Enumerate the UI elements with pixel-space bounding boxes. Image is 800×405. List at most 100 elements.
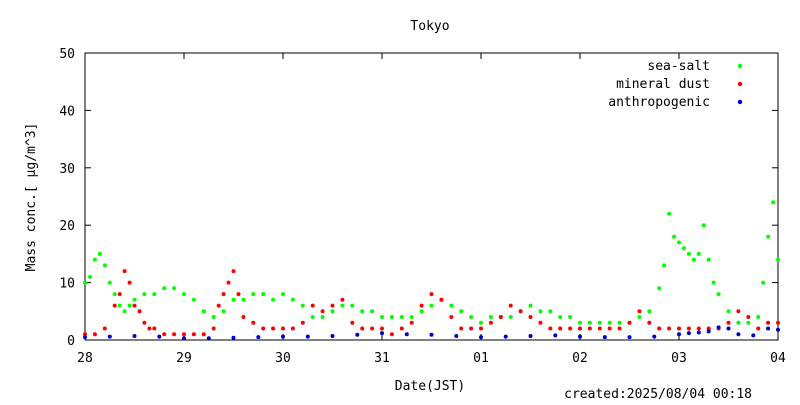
data-point — [637, 309, 642, 314]
data-point — [479, 320, 483, 325]
data-point — [83, 280, 87, 285]
legend-label: sea-salt — [647, 59, 710, 74]
data-point — [503, 334, 508, 339]
data-point — [340, 303, 345, 308]
data-point — [350, 303, 355, 308]
data-point — [182, 292, 186, 297]
data-point — [399, 315, 404, 319]
data-point — [281, 292, 285, 297]
x-tick-label: 31 — [374, 351, 390, 366]
data-point — [112, 303, 117, 308]
data-point — [469, 326, 474, 331]
legend: sea-salt mineral dust anthropogenic — [608, 59, 743, 110]
data-point — [449, 303, 454, 308]
data-point — [746, 315, 751, 319]
data-point — [300, 320, 305, 325]
data-point — [88, 274, 92, 279]
data-point — [137, 309, 142, 314]
data-point — [488, 320, 493, 325]
data-point — [568, 315, 573, 319]
data-point — [231, 269, 236, 274]
x-tick-label: 29 — [176, 351, 192, 366]
data-point — [122, 269, 127, 274]
data-point — [776, 327, 780, 332]
data-point — [736, 332, 741, 337]
data-point — [201, 309, 206, 314]
data-point — [553, 333, 558, 338]
data-point — [236, 292, 241, 297]
data-point — [102, 326, 107, 331]
data-point — [508, 303, 513, 308]
data-point — [686, 331, 691, 336]
data-point — [360, 309, 365, 314]
series-sea-salt — [83, 200, 780, 325]
data-point — [107, 280, 112, 285]
data-point — [587, 320, 592, 325]
legend-label: mineral dust — [616, 77, 710, 92]
data-point — [578, 326, 582, 331]
data-point — [538, 309, 543, 314]
data-point — [587, 326, 592, 331]
data-point — [97, 251, 102, 256]
data-point — [528, 315, 533, 319]
data-point — [548, 309, 553, 314]
data-point — [399, 326, 404, 331]
data-point — [479, 335, 483, 340]
data-point — [172, 332, 177, 337]
legend-marker — [737, 99, 743, 105]
data-point — [736, 320, 741, 325]
data-point — [439, 297, 444, 302]
y-tick-label: 40 — [59, 104, 75, 119]
data-point — [231, 335, 236, 340]
y-tick-label: 0 — [67, 334, 75, 349]
y-tick-label: 30 — [59, 162, 75, 177]
data-point — [221, 309, 226, 314]
data-point — [191, 297, 196, 302]
plot-frame — [84, 52, 779, 341]
data-point — [281, 334, 285, 339]
data-point — [528, 334, 533, 338]
data-point — [251, 320, 256, 325]
data-point — [617, 320, 622, 325]
y-tick-label: 20 — [59, 219, 75, 234]
data-point — [711, 280, 716, 285]
data-point — [696, 251, 701, 256]
data-point — [726, 320, 731, 325]
data-point — [142, 292, 147, 297]
data-point — [736, 309, 741, 314]
data-point — [132, 297, 137, 302]
data-point — [409, 320, 414, 325]
data-point — [652, 334, 657, 339]
data-point — [117, 292, 122, 297]
data-point — [370, 309, 375, 314]
data-point — [142, 320, 147, 325]
data-point — [508, 315, 513, 319]
data-point — [191, 332, 196, 337]
data-point — [162, 332, 167, 337]
data-point — [290, 326, 295, 331]
x-tick-label: 02 — [572, 351, 588, 366]
data-point — [419, 303, 424, 308]
data-point — [459, 309, 464, 314]
data-point — [597, 320, 602, 325]
data-point — [776, 320, 780, 325]
data-point — [92, 257, 97, 262]
data-point — [706, 326, 711, 331]
data-point — [330, 309, 335, 314]
data-point — [241, 297, 246, 302]
data-point — [127, 280, 132, 285]
data-point — [667, 211, 672, 216]
data-point — [251, 292, 256, 297]
data-point — [112, 292, 117, 297]
data-point — [172, 286, 177, 291]
data-point — [617, 326, 622, 331]
data-point — [672, 234, 676, 239]
x-tick-label: 04 — [770, 351, 786, 366]
data-point — [647, 309, 652, 314]
data-point — [355, 332, 360, 337]
data-point — [657, 286, 662, 291]
data-point — [380, 315, 384, 319]
data-point — [706, 257, 711, 262]
